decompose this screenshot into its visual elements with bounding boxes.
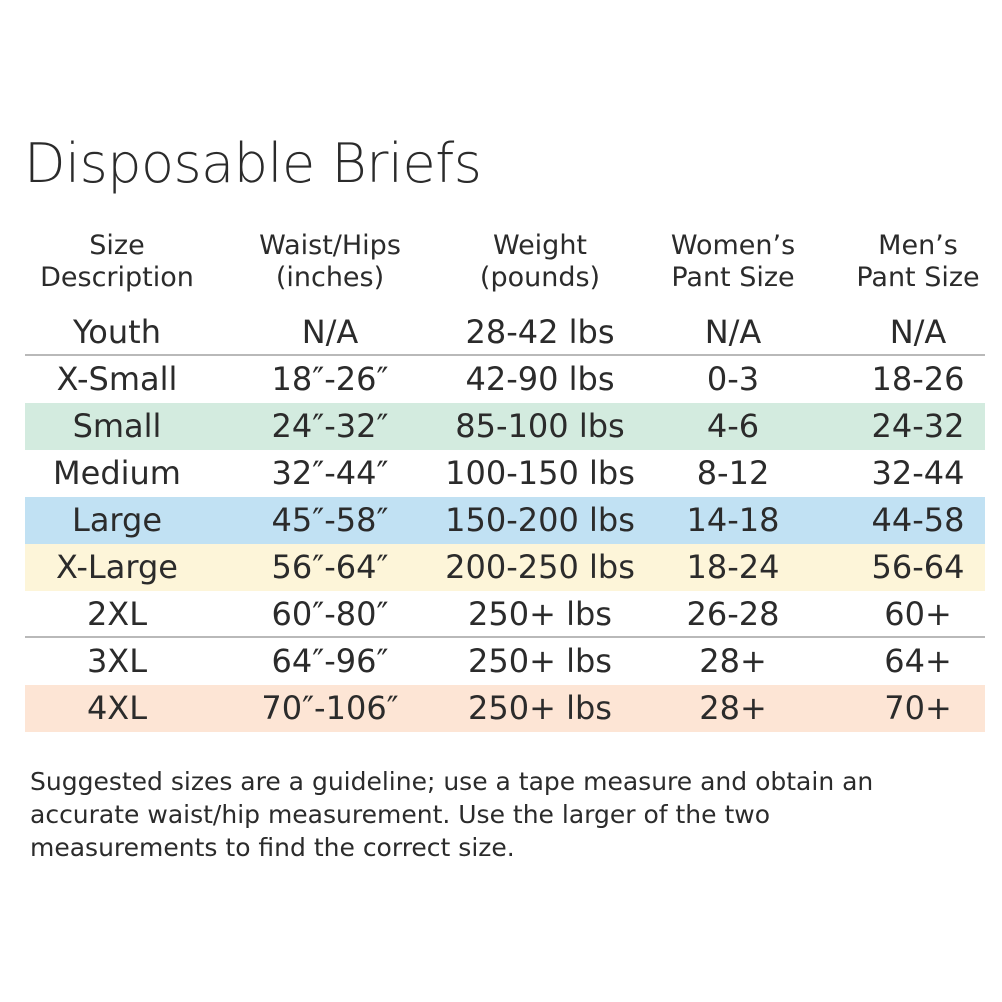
table-row: 2XL 60″-80″ 250+ lbs 26-28 60+ xyxy=(25,591,985,638)
footnote: Suggested sizes are a guideline; use a t… xyxy=(30,767,874,862)
table-cell: 4-6 xyxy=(706,407,760,445)
table-cell: 60+ xyxy=(884,595,952,633)
table-body: Youth N/A 28-42 lbs N/A N/A X-Small 18″-26″ 42-… xyxy=(25,309,985,732)
table-cell: 150-200 lbs xyxy=(445,501,635,539)
table-cell: 250+ lbs xyxy=(468,595,612,633)
table-header: Size Description Waist/Hips (inches) Weight(… xyxy=(25,230,985,300)
table-cell: 3XL xyxy=(86,642,148,680)
table-row: 3XL 64″-96″ 250+ lbs 28+ 64+ xyxy=(25,638,985,685)
table-cell: 28+ xyxy=(699,642,767,680)
table-cell: 28+ xyxy=(699,689,767,727)
table-cell: 18-26 xyxy=(871,360,965,398)
header-line: Description xyxy=(40,262,194,293)
table-row: Large 45″-58″ 150-200 lbs 14-18 44-58 xyxy=(25,497,985,544)
table-cell: 18-24 xyxy=(686,548,780,586)
header-line: (inches) xyxy=(275,262,385,293)
header-line: Size xyxy=(89,230,145,261)
table-cell: Youth xyxy=(73,313,161,351)
header-line: Weight xyxy=(492,230,588,261)
header-cell: Weight (pounds) xyxy=(440,230,640,294)
table-cell: 64+ xyxy=(884,642,952,680)
header-line: Pant Size xyxy=(671,262,795,293)
table-row: Youth N/A 28-42 lbs N/A N/A xyxy=(25,309,985,356)
header-line: Men’s xyxy=(878,230,958,261)
table-row: 4XL 70″-106″ 250+ lbs 28+ 70+ xyxy=(25,685,985,732)
table-cell: 28-42 lbs xyxy=(465,313,615,351)
table-cell: 44-58 xyxy=(871,501,965,539)
table-cell: 24″-32″ xyxy=(271,407,389,445)
table-cell: 250+ lbs xyxy=(468,689,612,727)
table-cell: 45″-58″ xyxy=(271,501,389,539)
table-cell: N/A xyxy=(889,313,947,351)
table-cell: 200-250 lbs xyxy=(445,548,635,586)
table-cell: 60″-80″ xyxy=(271,595,389,633)
table-cell: X-Small xyxy=(56,360,178,398)
table-cell: 56″-64″ xyxy=(271,548,389,586)
header-line: (pounds) xyxy=(479,262,601,293)
table-cell: 70+ xyxy=(884,689,952,727)
table-row: X-Large 56″-64″ 200-250 lbs 18-24 56-64 xyxy=(25,544,985,591)
table-cell: 4XL xyxy=(86,689,148,727)
table-cell: X-Large xyxy=(56,548,178,586)
table-cell: 0-3 xyxy=(706,360,760,398)
table-cell: 2XL xyxy=(86,595,148,633)
header-cell: Size Description xyxy=(17,230,217,294)
table-row: Medium 32″-44″ 100-150 lbs 8-12 32-44 xyxy=(25,450,985,497)
header-line: Waist/Hips xyxy=(259,230,401,261)
table-cell: 32″-44″ xyxy=(271,454,389,492)
table-cell: 250+ lbs xyxy=(468,642,612,680)
table-cell: 14-18 xyxy=(686,501,780,539)
table-cell: N/A xyxy=(301,313,359,351)
table-cell: 18″-26″ xyxy=(271,360,389,398)
table-cell: 8-12 xyxy=(696,454,770,492)
header-cell: Women’s Pant Size xyxy=(633,230,833,294)
header-cell: Waist/Hips (inches) xyxy=(230,230,430,294)
title: Disposable Briefs xyxy=(24,132,482,195)
table-cell: 24-32 xyxy=(871,407,965,445)
header-line: Pant Size xyxy=(856,262,980,293)
header-cell: Men’s Pant Size xyxy=(818,230,1002,294)
table-cell: 64″-96″ xyxy=(271,642,389,680)
table-cell: 85-100 lbs xyxy=(455,407,625,445)
table-cell: 70″-106″ xyxy=(261,689,399,727)
header-line: Women’s xyxy=(670,230,796,261)
table-cell: Medium xyxy=(53,454,181,492)
table-row: Small 24″-32″ 85-100 lbs 4-6 24-32 xyxy=(25,403,985,450)
table-cell: 26-28 xyxy=(686,595,780,633)
table-cell: 56-64 xyxy=(871,548,965,586)
table-cell: 42-90 lbs xyxy=(465,360,615,398)
table-cell: Large xyxy=(71,501,163,539)
table-cell: 32-44 xyxy=(871,454,965,492)
table-row: X-Small 18″-26″ 42-90 lbs 0-3 18-26 xyxy=(25,356,985,403)
table-cell: Small xyxy=(72,407,162,445)
table-cell: N/A xyxy=(704,313,762,351)
table-cell: 100-150 lbs xyxy=(445,454,635,492)
